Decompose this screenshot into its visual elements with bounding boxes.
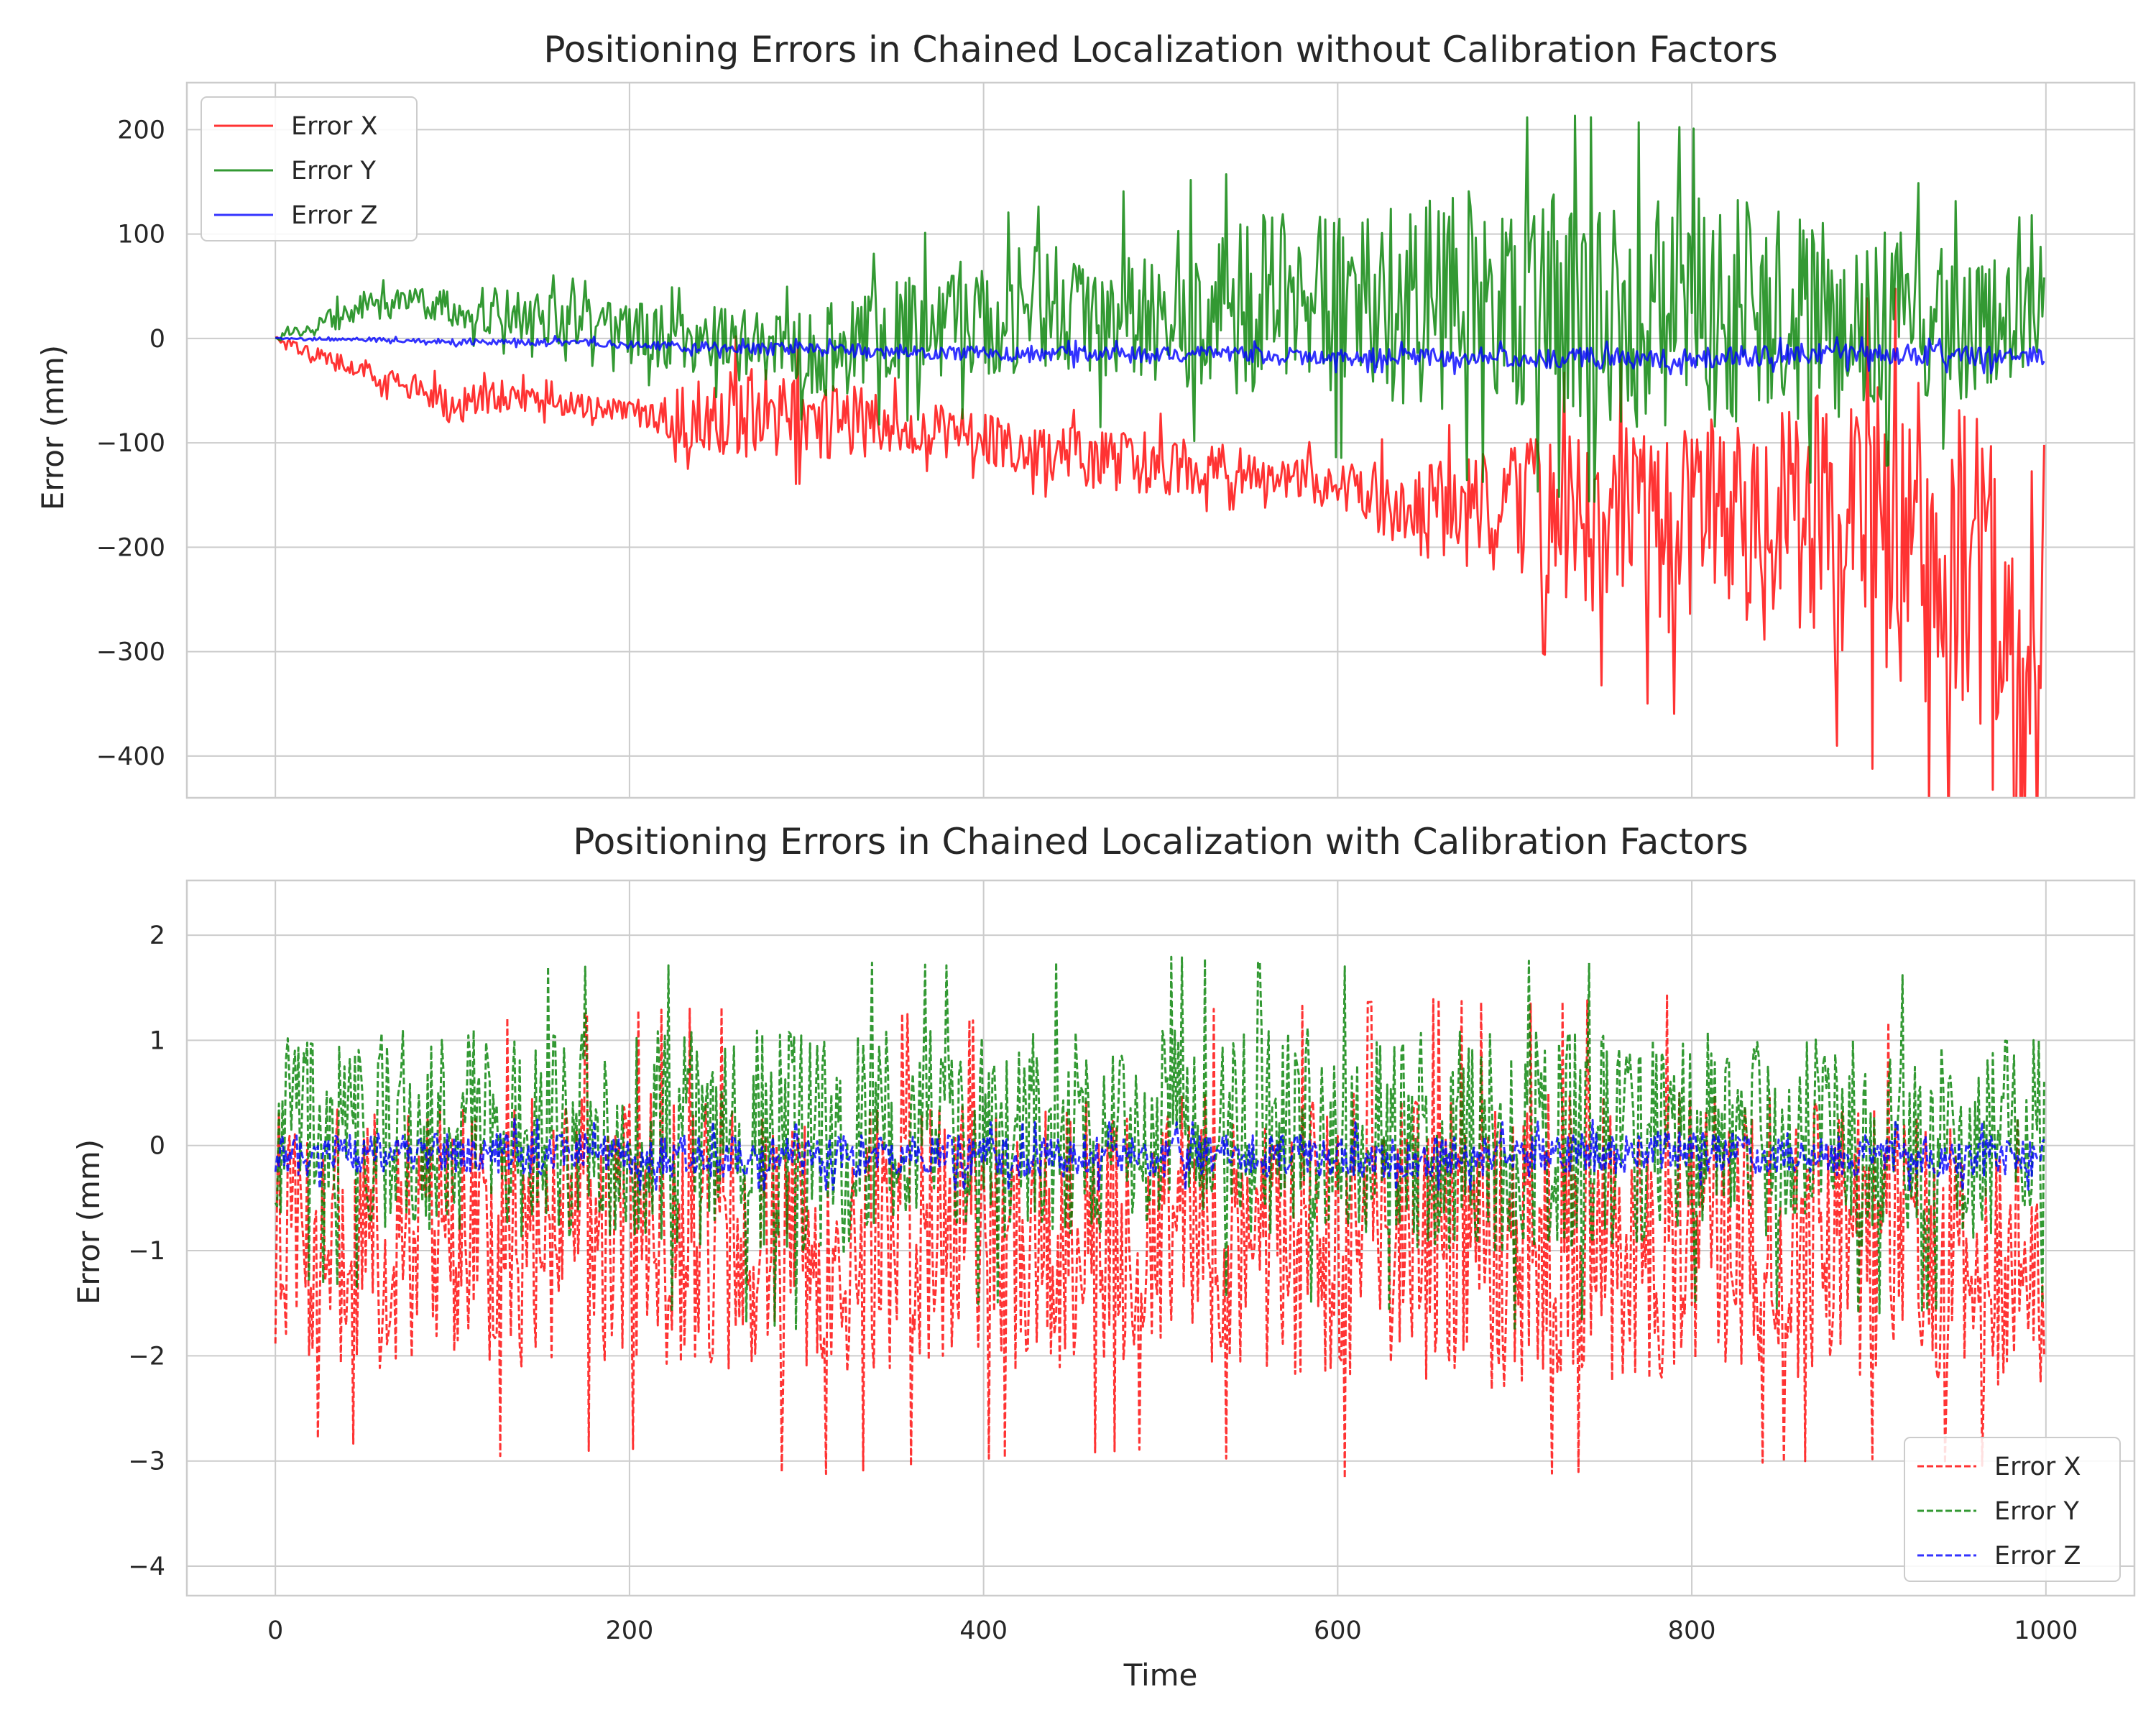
top-plot-area <box>275 114 2045 798</box>
y-tick-label: 1 <box>149 1026 165 1055</box>
top-axes-frame <box>185 81 2136 799</box>
legend-label: Error X <box>1994 1453 2081 1481</box>
bottom-y-axis-label: Error (mm) <box>71 1139 106 1305</box>
series-line-error-y <box>274 955 2045 1332</box>
y-tick-label: −100 <box>96 429 165 458</box>
series-line-error-z <box>275 334 2045 376</box>
bottom-subplot: Positioning Errors in Chained Localizati… <box>71 821 2136 1693</box>
bottom-tick-labels: −4 −3 −2 −1 0 1 2 0 200 400 600 800 1000 <box>128 921 2078 1645</box>
legend-label: Error Y <box>291 157 376 185</box>
top-subplot: Positioning Errors in Chained Localizati… <box>35 29 2136 799</box>
x-tick-label: 600 <box>1314 1616 1362 1645</box>
top-legend: Error X Error Y Error Z <box>201 96 418 242</box>
y-tick-label: −4 <box>128 1552 165 1581</box>
legend-label: Error Z <box>1994 1542 2081 1570</box>
legend-box <box>201 96 418 242</box>
legend-label: Error X <box>291 112 377 141</box>
series-line-error-z <box>274 1118 2045 1191</box>
y-tick-label: 200 <box>117 116 165 144</box>
legend-box <box>1904 1437 2121 1582</box>
x-tick-label: 200 <box>606 1616 654 1645</box>
bottom-legend: Error X Error Y Error Z <box>1904 1437 2121 1582</box>
series-line-error-x <box>275 288 2045 798</box>
y-tick-label: −400 <box>96 742 165 771</box>
y-tick-label: 0 <box>149 1132 165 1161</box>
top-grid <box>187 83 2134 798</box>
x-tick-label: 0 <box>267 1616 283 1645</box>
bottom-axes-frame <box>185 879 2136 1597</box>
y-tick-label: −3 <box>128 1448 165 1476</box>
bottom-plot-area <box>274 955 2045 1480</box>
bottom-chart-title: Positioning Errors in Chained Localizati… <box>573 821 1748 862</box>
series-line-error-x <box>274 994 2045 1480</box>
y-tick-label: −200 <box>96 533 165 562</box>
bottom-x-axis-label: Time <box>1123 1657 1198 1693</box>
series-line-error-y <box>275 114 2045 503</box>
axes-frame <box>185 81 2136 799</box>
y-tick-label: 2 <box>149 921 165 950</box>
y-tick-label: 0 <box>149 325 165 354</box>
axes-frame <box>185 879 2136 1597</box>
x-tick-label: 1000 <box>2014 1616 2078 1645</box>
legend-label: Error Z <box>291 201 377 230</box>
y-tick-label: −300 <box>96 638 165 667</box>
legend-label: Error Y <box>1994 1497 2079 1526</box>
x-tick-label: 400 <box>959 1616 1008 1645</box>
top-y-axis-label: Error (mm) <box>35 345 70 510</box>
top-chart-title: Positioning Errors in Chained Localizati… <box>543 29 1777 70</box>
x-tick-label: 800 <box>1668 1616 1716 1645</box>
y-tick-label: −1 <box>128 1237 165 1266</box>
y-tick-label: −2 <box>128 1342 165 1371</box>
y-tick-label: 100 <box>117 221 165 249</box>
top-tick-labels: −400 −300 −200 −100 0 100 200 <box>96 116 165 771</box>
